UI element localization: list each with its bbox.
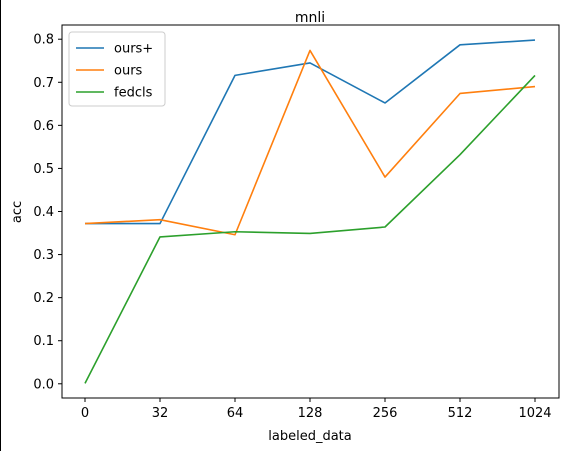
legend-label: ours xyxy=(114,64,143,79)
y-tick-label: 0.1 xyxy=(33,334,54,349)
y-tick-label: 0.5 xyxy=(33,162,54,177)
x-tick-label: 0 xyxy=(81,406,89,421)
legend-label: ours+ xyxy=(114,42,153,57)
x-tick-label: 32 xyxy=(152,406,169,421)
legend: ours+ ours fedcls xyxy=(68,31,166,107)
x-axis: 0 32 64 128 256 512 1024 xyxy=(81,398,552,421)
x-tick-label: 128 xyxy=(298,406,323,421)
y-tick-label: 0.7 xyxy=(33,76,54,91)
series-line-fedcls xyxy=(84,74,536,384)
y-tick-label: 0.4 xyxy=(33,205,54,220)
legend-label: fedcls xyxy=(114,86,153,101)
x-tick-label: 64 xyxy=(227,406,244,421)
x-tick-label: 512 xyxy=(448,406,473,421)
x-tick-label: 256 xyxy=(373,406,398,421)
y-tick-label: 0.0 xyxy=(33,377,54,392)
y-tick-label: 0.8 xyxy=(33,33,54,48)
x-tick-label: 1024 xyxy=(518,406,551,421)
series-line-ours xyxy=(84,49,536,236)
y-tick-label: 0.3 xyxy=(33,248,54,263)
y-axis: 0.0 0.1 0.2 0.3 0.4 0.5 0.6 0.7 0.8 xyxy=(33,33,62,392)
x-axis-label: labeled_data xyxy=(268,429,351,444)
window-edge xyxy=(0,0,1,451)
y-axis-label: acc xyxy=(10,201,25,223)
y-tick-label: 0.2 xyxy=(33,291,54,306)
series-lines xyxy=(84,39,536,384)
legend-box xyxy=(68,31,166,107)
y-tick-label: 0.6 xyxy=(33,119,54,134)
series-line-ours xyxy=(85,39,536,225)
chart-title: mnli xyxy=(295,10,325,26)
